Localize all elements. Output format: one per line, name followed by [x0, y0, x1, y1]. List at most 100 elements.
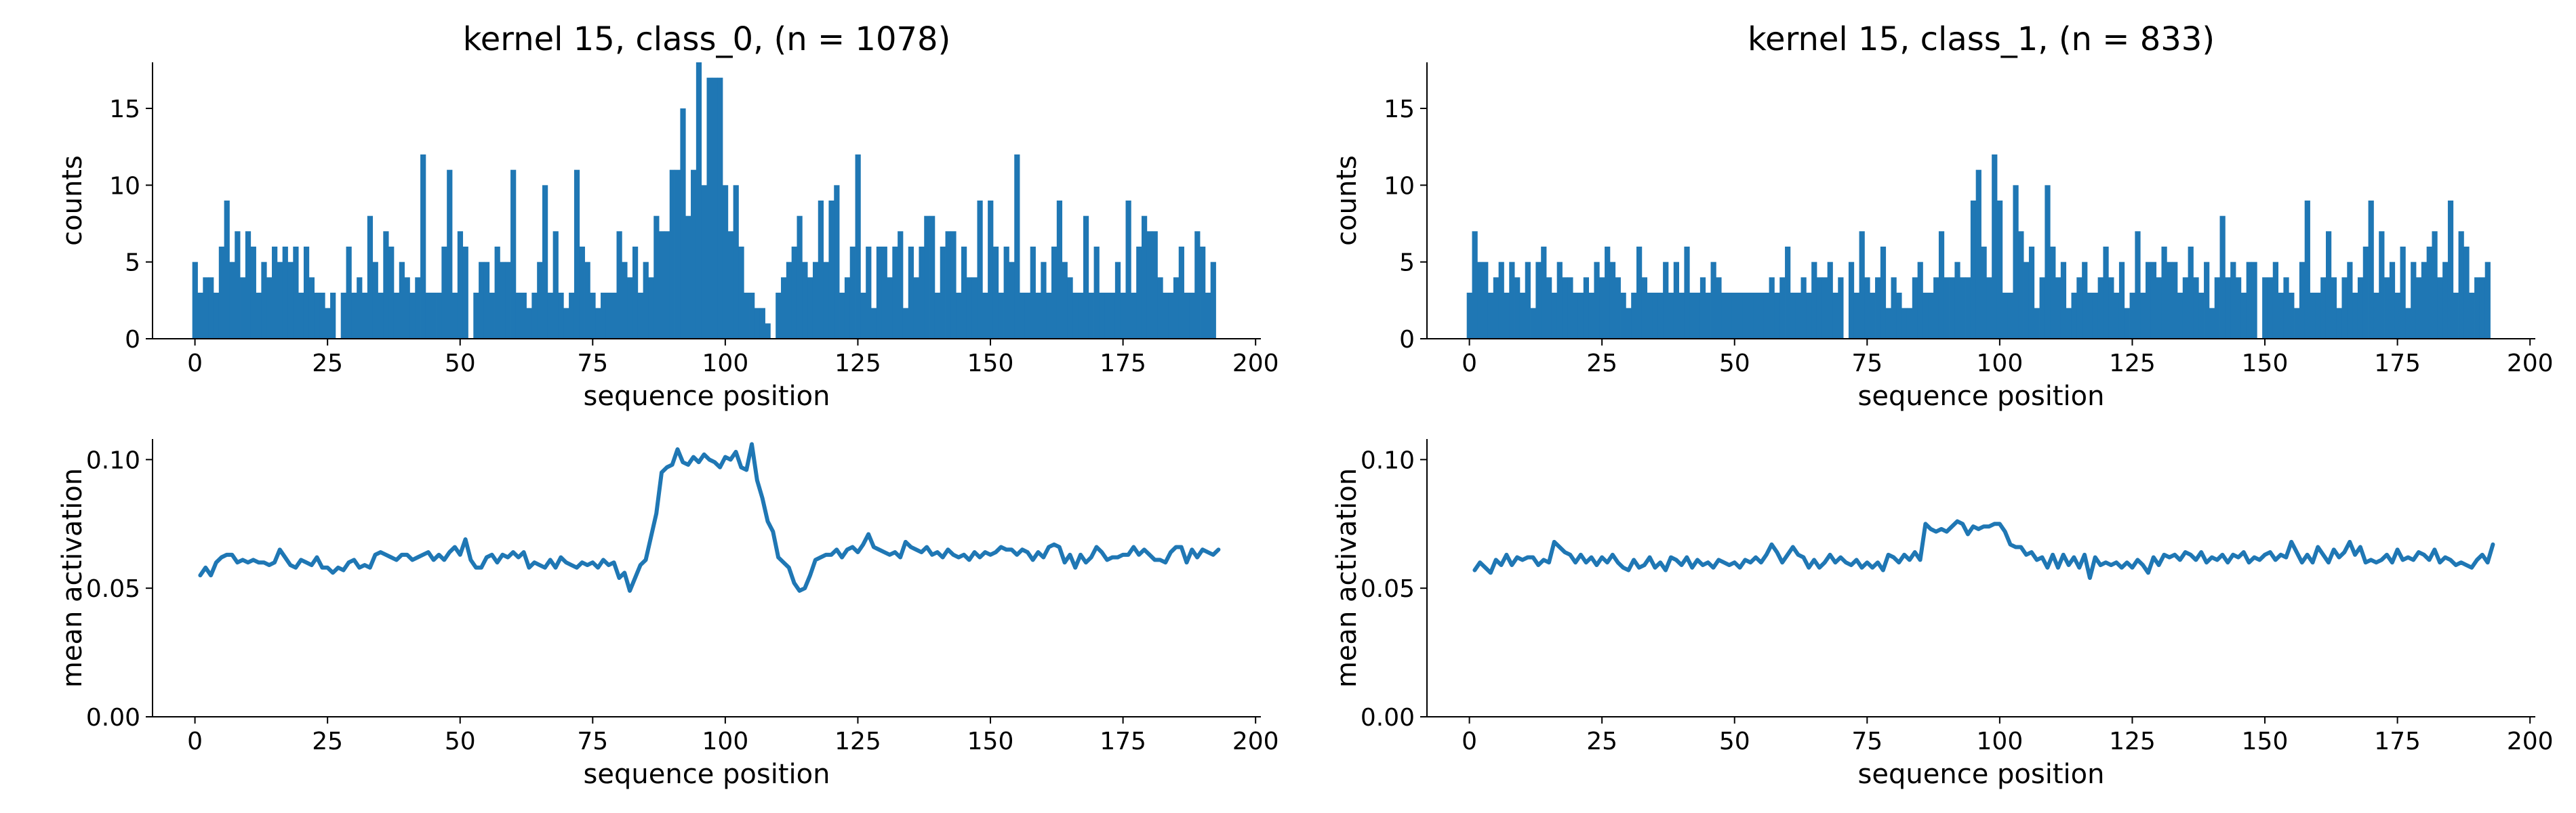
histogram-bar: [738, 247, 744, 339]
histogram-bar: [1816, 277, 1823, 339]
histogram-bar: [383, 231, 389, 339]
histogram-bar: [1673, 262, 1679, 339]
x-tick-label: 125: [2109, 728, 2156, 755]
histogram-bar: [1758, 293, 1765, 339]
histogram-bar: [452, 293, 458, 339]
histogram-bar: [1009, 262, 1015, 339]
histogram-bar: [611, 293, 617, 339]
histogram-bar: [998, 293, 1004, 339]
histogram-bar: [393, 293, 400, 339]
x-axis-label: sequence position: [1858, 381, 2105, 412]
bar-series: [1466, 154, 2491, 339]
histogram-bar: [675, 169, 681, 339]
histogram-bar: [1822, 277, 1828, 339]
histogram-bar: [680, 108, 686, 339]
histogram-bar: [727, 231, 734, 339]
x-tick-label: 100: [702, 350, 749, 377]
histogram-bar: [908, 247, 914, 339]
histogram-bar: [1131, 293, 1137, 339]
histogram-bar: [1104, 293, 1110, 339]
histogram-bar: [436, 293, 442, 339]
histogram-bar: [293, 247, 299, 339]
histogram-bar: [2156, 277, 2162, 339]
histogram-bar: [1200, 247, 1206, 339]
histogram-bar: [919, 247, 925, 339]
histogram-bar: [950, 231, 957, 339]
x-tick-label: 175: [2374, 728, 2421, 755]
histogram-bar: [1573, 293, 1579, 339]
histogram-bar: [2331, 277, 2337, 339]
histogram-bar: [2347, 262, 2353, 339]
histogram-bar: [2050, 247, 2056, 339]
histogram-bar: [2087, 293, 2093, 339]
histogram-bar: [2172, 262, 2178, 339]
histogram-bar: [203, 277, 209, 339]
histogram-bar: [712, 77, 718, 339]
histogram-bar: [2140, 293, 2146, 339]
histogram-bar: [2267, 277, 2274, 339]
x-tick-label: 200: [2507, 728, 2554, 755]
histogram-bar: [510, 169, 517, 339]
histogram-bar: [648, 277, 654, 339]
histogram-bar: [659, 231, 665, 339]
histogram-bar: [1731, 293, 1738, 339]
histogram-bar: [733, 185, 739, 339]
histogram-bar: [632, 247, 639, 339]
x-axis-label: sequence position: [584, 381, 830, 412]
histogram-bar: [722, 185, 729, 339]
y-tick-label: 0.05: [86, 575, 140, 603]
histogram-bar: [330, 293, 336, 339]
histogram-bar: [1110, 293, 1116, 339]
histogram-bar: [197, 293, 203, 339]
histogram-bar: [2230, 262, 2236, 339]
x-tick-label: 25: [312, 350, 343, 377]
histogram-bar: [1641, 277, 1648, 339]
y-tick-label: 15: [1384, 96, 1415, 123]
histogram-bar: [1615, 277, 1621, 339]
y-tick-label: 0.00: [86, 704, 140, 732]
histogram-bar: [569, 293, 575, 339]
x-tick-label: 25: [312, 728, 343, 755]
histogram-bar: [213, 293, 220, 339]
histogram-bar: [1827, 262, 1833, 339]
histogram-bar: [1588, 293, 1594, 339]
histogram-bar: [2055, 277, 2061, 339]
x-tick-label: 75: [577, 350, 608, 377]
histogram-bar: [940, 247, 946, 339]
histogram-bar: [717, 77, 723, 339]
histogram-bar: [866, 247, 872, 339]
histogram-bar: [2246, 262, 2252, 339]
histogram-bar: [2076, 277, 2082, 339]
histogram-bar: [1652, 293, 1658, 339]
histogram-bar: [876, 247, 883, 339]
chart-panel-4: 0 25 50 75 100 125 150 175 200 0.00 0.05 0.10 sequen…: [1331, 439, 2554, 790]
histogram-bar: [605, 293, 612, 339]
histogram-bar: [2394, 293, 2400, 339]
histogram-bar: [1498, 262, 1504, 339]
histogram-bar: [1099, 293, 1105, 339]
histogram-bar: [1014, 154, 1020, 339]
chart-title: kernel 15, class_1, (n = 833): [1748, 20, 2215, 58]
histogram-bar: [2278, 293, 2284, 339]
histogram-bar: [2310, 293, 2316, 339]
histogram-bar: [1146, 231, 1153, 339]
histogram-bar: [887, 277, 893, 339]
histogram-bar: [1567, 277, 1573, 339]
histogram-bar: [1493, 277, 1500, 339]
histogram-bar: [2453, 293, 2459, 339]
histogram-bar: [2336, 308, 2342, 339]
histogram-bar: [420, 154, 426, 339]
histogram-bar: [802, 262, 808, 339]
histogram-bar: [1205, 293, 1211, 339]
histogram-bar: [744, 293, 750, 339]
histogram-bar: [669, 169, 675, 339]
histogram-bar: [2432, 231, 2438, 339]
histogram-bar: [2118, 262, 2125, 339]
histogram-bar: [245, 231, 251, 339]
histogram-bar: [701, 185, 707, 339]
histogram-bar: [2114, 293, 2120, 339]
histogram-bar: [277, 262, 283, 339]
y-tick-label: 0.00: [1361, 704, 1415, 732]
chart-panel-1: 0 25 50 75 100 125 150 175 200 0 5 10 15 sequence pos…: [57, 20, 1279, 412]
x-tick-label: 0: [1462, 350, 1477, 377]
